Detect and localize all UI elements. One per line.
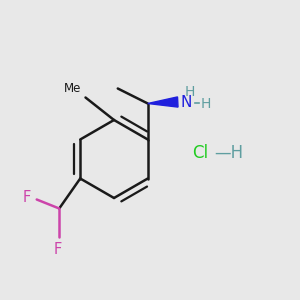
Polygon shape (148, 97, 178, 107)
Text: Me: Me (64, 82, 81, 94)
Text: F: F (23, 190, 31, 206)
Text: Cl: Cl (192, 144, 208, 162)
Text: F: F (54, 242, 62, 256)
Text: N: N (181, 94, 192, 110)
Text: H: H (184, 85, 195, 98)
Text: H: H (200, 98, 211, 111)
Text: —H: —H (214, 144, 244, 162)
